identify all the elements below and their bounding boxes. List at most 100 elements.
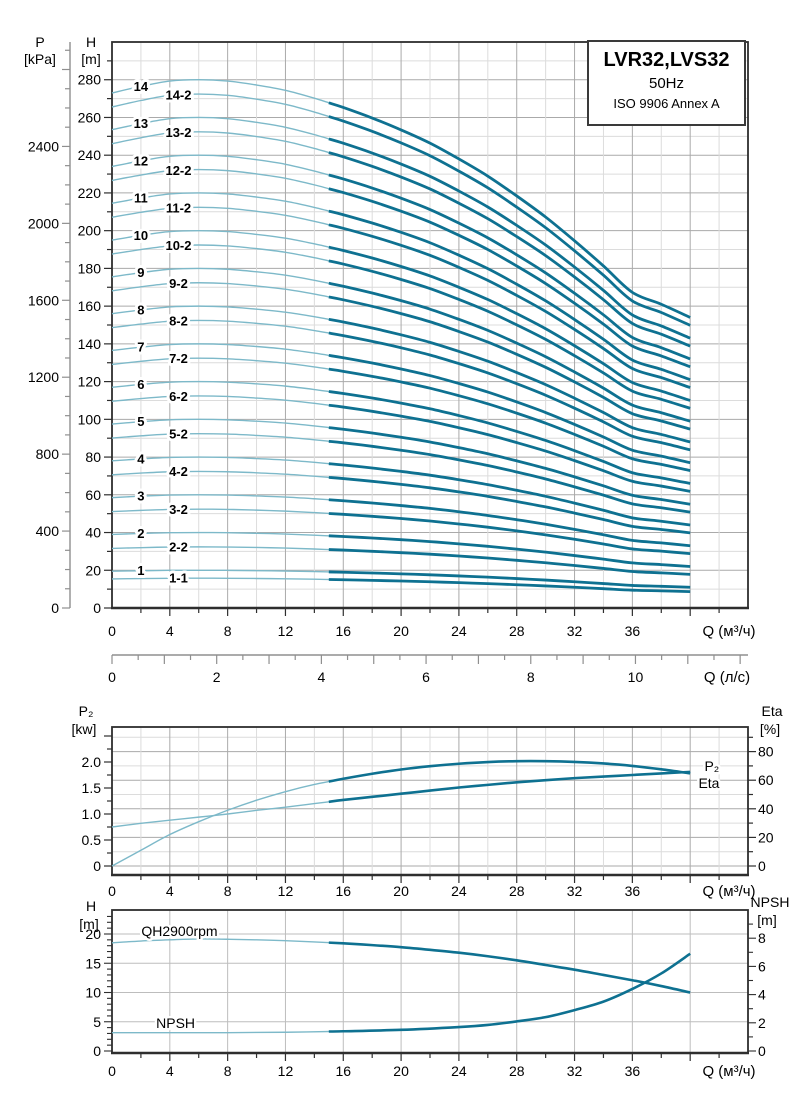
p-tick-label: 0 [51, 600, 59, 616]
curve-3-bold [328, 498, 691, 548]
x-tick-label: 24 [451, 623, 467, 639]
qh-h-axis: 0 5 10 15 20 H [m] [79, 898, 112, 1059]
lps-axis-unit-label: Q (л/с) [704, 669, 750, 686]
x-axis-unit-label: Q (м³/ч) [702, 1063, 755, 1080]
curve-label-9: 9 [137, 265, 144, 280]
power-x-axis: 0 4 8 12 16 20 24 28 32 36 Q (м³/ч) [108, 875, 756, 900]
curve-label-4: 4 [137, 451, 145, 466]
x-tick-label: 36 [625, 883, 641, 899]
curve-label-P2: P₂ [704, 758, 719, 774]
h-tick-label: 80 [85, 449, 101, 465]
p-tick-label: 1600 [28, 292, 59, 308]
eta-tick-label: 40 [758, 801, 774, 817]
h-tick-label: 100 [78, 411, 102, 427]
h-tick-label: 220 [78, 185, 102, 201]
curve-label-12-2: 12-2 [165, 163, 191, 178]
curve-2-light [111, 531, 348, 538]
x-tick-label: 20 [393, 883, 409, 899]
curve-label-6: 6 [137, 377, 144, 392]
curve-label-8: 8 [137, 302, 144, 317]
head-axis: 0 20 40 60 80 100 120 140 160 180 200 220 240 260 280 H… [78, 34, 112, 616]
npsh-axis: 0 2 4 6 8 NPSH [m] [748, 894, 789, 1059]
p2-axis-header: P₂ [79, 703, 94, 719]
curve-9-bold [328, 281, 691, 423]
npsh-tick-label: 2 [758, 1015, 766, 1031]
curve-QH2900rpm-light [111, 938, 348, 945]
curve-label-10-2: 10-2 [165, 238, 191, 253]
curve-label-NPSH: NPSH [156, 1015, 195, 1031]
x-tick-label: 4 [166, 883, 174, 899]
power-curves [111, 759, 691, 867]
curve-label-14-2: 14-2 [165, 87, 191, 102]
eta-axis-header: Eta [761, 703, 782, 719]
qh-tick-label: 10 [85, 985, 101, 1001]
x-tick-label: 32 [567, 1063, 583, 1079]
npsh-axis-unit: [m] [757, 912, 776, 928]
x-tick-label: 0 [108, 1063, 116, 1079]
curve-label-1: 1 [137, 563, 144, 578]
x-tick-label: 12 [278, 883, 294, 899]
h-tick-label: 260 [78, 109, 102, 125]
curve-label-12: 12 [134, 153, 148, 168]
x-tick-label: 20 [393, 1063, 409, 1079]
x-tick-label: 4 [166, 1063, 174, 1079]
curve-11-2-light [111, 206, 348, 230]
curve-3-2-bold [328, 512, 691, 556]
x-tick-label: 36 [625, 1063, 641, 1079]
x-tick-label: 8 [224, 1063, 232, 1079]
curve-QH2900rpm-bold [328, 941, 691, 994]
curve-5-bold [328, 426, 691, 506]
lps-tick-label: 2 [213, 669, 221, 685]
curve-label-14: 14 [134, 79, 149, 94]
curve-label-5: 5 [137, 414, 144, 429]
curve-label-13: 13 [134, 116, 148, 131]
p2-axis: 0 0.5 1.0 1.5 2.0 P₂ [kw] [72, 703, 112, 874]
curve-14-bold [328, 101, 691, 319]
curve-6-light [111, 380, 348, 395]
x-tick-label: 28 [509, 1063, 525, 1079]
x-tick-label: 28 [509, 623, 525, 639]
qh-tick-label: 5 [93, 1014, 101, 1030]
curve-label-3: 3 [137, 489, 144, 504]
h-tick-label: 40 [85, 525, 101, 541]
h-tick-label: 60 [85, 487, 101, 503]
lps-tick-label: 8 [527, 669, 535, 685]
curve-4-bold [328, 462, 691, 527]
npsh-tick-label: 6 [758, 958, 766, 974]
curve-P2-bold [328, 770, 691, 804]
p2-tick-label: 1.5 [82, 780, 102, 796]
curve-label-1-1: 1-1 [169, 571, 188, 586]
curve-7-2-light [111, 357, 348, 373]
x-tick-label: 4 [166, 623, 174, 639]
x-tick-label: 0 [108, 883, 116, 899]
frequency-label: 50Hz [648, 75, 685, 92]
curve-5-2-bold [328, 439, 691, 514]
lps-tick-label: 4 [317, 669, 325, 685]
curve-12-2-bold [328, 187, 691, 369]
h-axis-unit: [m] [81, 51, 100, 67]
title-box: LVR32,LVS32 50Hz ISO 9906 Annex A [587, 40, 746, 126]
curve-7-2-bold [328, 367, 691, 472]
curve-label-QH2900rpm: QH2900rpm [141, 923, 217, 939]
standard-label: ISO 9906 Annex A [613, 96, 720, 111]
qh-tick-label: 20 [85, 926, 101, 942]
curve-9-2-bold [328, 295, 691, 431]
curve-14-2-bold [328, 115, 691, 327]
curve-label-7: 7 [137, 340, 144, 355]
npsh-axis-header: NPSH [751, 894, 790, 910]
curve-label-2-2: 2-2 [169, 539, 188, 554]
curve-4-2-bold [328, 475, 691, 535]
curve-13-2-bold [328, 151, 691, 348]
curve-12-bold [328, 173, 691, 361]
curve-label-11: 11 [134, 191, 148, 206]
eta-tick-label: 60 [758, 772, 774, 788]
curve-label-9-2: 9-2 [169, 276, 188, 291]
curve-2-2-bold [328, 548, 691, 576]
qh-tick-label: 0 [93, 1043, 101, 1059]
x-tick-label: 12 [278, 623, 294, 639]
curve-label-8-2: 8-2 [169, 313, 188, 328]
x-tick-label: 32 [567, 623, 583, 639]
lps-tick-label: 6 [422, 669, 430, 685]
